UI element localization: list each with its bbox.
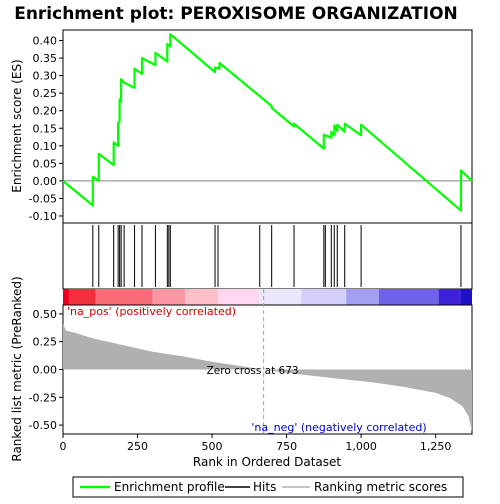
x-tick-label: 750	[276, 440, 297, 453]
enrichment-score-panel: -0.10 -0.05 0.00 0.05 0.10 0.15 0.20 0.25 0.30 0.…	[10, 29, 473, 224]
chart-title: Enrichment plot: PEROXISOME ORGANIZATION	[14, 4, 458, 24]
na-pos-annotation: 'na_pos' (positively correlated)	[67, 305, 236, 318]
x-tick-label: 1,250	[420, 440, 452, 453]
es-y-tick-label: -0.05	[29, 192, 57, 205]
zero-cross-annotation: Zero cross at 673	[207, 365, 299, 377]
es-y-tick-label: 0.20	[33, 105, 58, 118]
x-tick-label: 500	[202, 440, 223, 453]
es-y-tick-label: 0.15	[33, 122, 58, 135]
heatmap-segment	[63, 289, 69, 305]
es-y-tick-label: 0.35	[33, 52, 58, 65]
ranking-heatmap-bar	[63, 289, 472, 305]
heatmap-segment	[68, 289, 96, 305]
ranking-metric-area	[63, 323, 472, 431]
rank-y-axis-ticks: -0.50 -0.25 0.00 0.25 0.50	[29, 308, 63, 432]
ranking-metric-area-group	[63, 323, 472, 431]
heatmap-segment	[378, 289, 439, 305]
heatmap-segment	[346, 289, 379, 305]
rank-y-axis-label: Ranked list metric (PreRanked)	[10, 276, 24, 461]
x-axis-label: Rank in Ordered Dataset	[193, 455, 341, 469]
es-y-axis-ticks: -0.10 -0.05 0.00 0.05 0.10 0.15 0.20 0.25 0.30 0.…	[29, 35, 63, 223]
heatmap-segment	[301, 289, 347, 305]
es-y-tick-label: 0.00	[33, 175, 58, 188]
hit-marks-group	[92, 225, 462, 287]
legend-ranking-label: Ranking metric scores	[314, 480, 447, 494]
enrichment-profile-line-group	[62, 33, 473, 212]
heatmap-segment	[218, 289, 260, 305]
rank-y-tick-label: 0.50	[33, 308, 58, 321]
heatmap-segment	[95, 289, 153, 305]
heatmap-segment	[259, 289, 302, 305]
rank-y-tick-label: -0.25	[29, 391, 57, 404]
es-y-tick-label: 0.40	[33, 35, 58, 48]
es-y-tick-label: 0.05	[33, 157, 58, 170]
hits-panel	[62, 222, 473, 305]
heatmap-segment	[152, 289, 186, 305]
heatmap-segment	[185, 289, 219, 305]
hits-panel-frame	[62, 222, 473, 290]
x-tick-label: 0	[60, 440, 67, 453]
na-neg-annotation: 'na_neg' (negatively correlated)	[251, 421, 426, 434]
es-panel-frame	[62, 29, 473, 224]
rank-y-tick-label: -0.50	[29, 419, 57, 432]
heatmap-segment	[460, 289, 472, 305]
es-y-tick-label: 0.25	[33, 87, 58, 100]
rank-annotations: 'na_pos' (positively correlated) Zero cro…	[67, 289, 427, 434]
es-y-axis-label: Enrichment score (ES)	[10, 59, 24, 192]
ranked-metric-panel: -0.50 -0.25 0.00 0.25 0.50 'na_pos' (positiv…	[10, 276, 473, 462]
es-y-tick-label: -0.10	[29, 210, 57, 223]
enrichment-profile-line	[62, 33, 473, 212]
legend: Enrichment profile Hits Ranking metric sco…	[72, 476, 464, 498]
heatmap-segment	[438, 289, 461, 305]
es-y-tick-label: 0.10	[33, 140, 58, 153]
legend-hits-label: Hits	[253, 480, 276, 494]
legend-enrichment-label: Enrichment profile	[114, 480, 225, 494]
legend-frame	[72, 476, 464, 498]
rank-y-tick-label: 0.00	[33, 364, 58, 377]
x-tick-label: 1,000	[345, 440, 377, 453]
x-tick-label: 250	[127, 440, 148, 453]
x-axis: 0 250 500 750 1,000 1,250	[60, 434, 452, 453]
es-y-tick-label: 0.30	[33, 70, 58, 83]
rank-y-tick-label: 0.25	[33, 336, 58, 349]
